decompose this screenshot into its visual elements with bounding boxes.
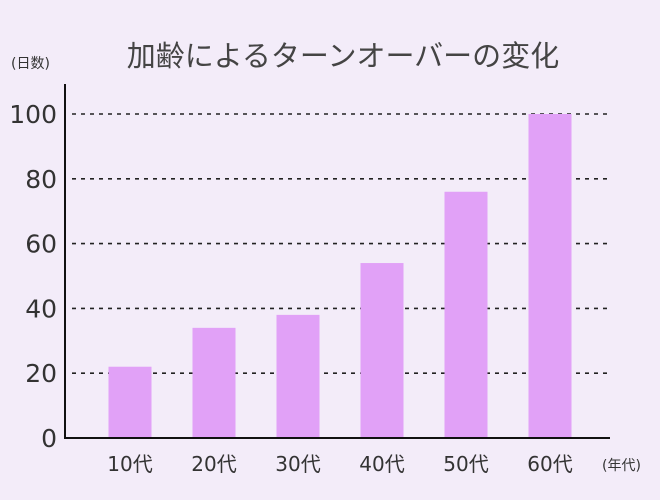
y-tick-label: 60 [25, 230, 57, 259]
y-axis-unit-label: (日数) [11, 56, 50, 72]
x-tick-label: 40代 [359, 452, 404, 476]
x-tick-label: 30代 [275, 452, 320, 476]
bar-2 [192, 327, 236, 438]
x-tick-label: 20代 [191, 452, 236, 476]
bar-6 [528, 114, 572, 438]
y-tick-label: 80 [25, 165, 57, 194]
y-tick-label: 0 [41, 424, 57, 453]
x-tick-labels: 10代 20代 30代 40代 50代 60代 [107, 452, 572, 476]
bar-3 [276, 314, 320, 438]
y-tick-label: 100 [9, 100, 57, 129]
chart-title: 加齢によるターンオーバーの変化 [127, 39, 559, 73]
bars [108, 114, 572, 438]
x-tick-label: 50代 [443, 452, 488, 476]
y-tick-label: 40 [25, 294, 57, 323]
bar-1 [108, 366, 152, 438]
y-tick-labels: 0 20 40 60 80 100 [9, 100, 57, 453]
x-tick-label: 10代 [107, 452, 152, 476]
y-tick-label: 20 [25, 359, 57, 388]
axes [64, 84, 610, 439]
bar-4 [360, 263, 404, 438]
x-tick-label: 60代 [527, 452, 572, 476]
x-axis-unit-label: (年代) [602, 458, 641, 474]
bar-5 [444, 191, 488, 438]
